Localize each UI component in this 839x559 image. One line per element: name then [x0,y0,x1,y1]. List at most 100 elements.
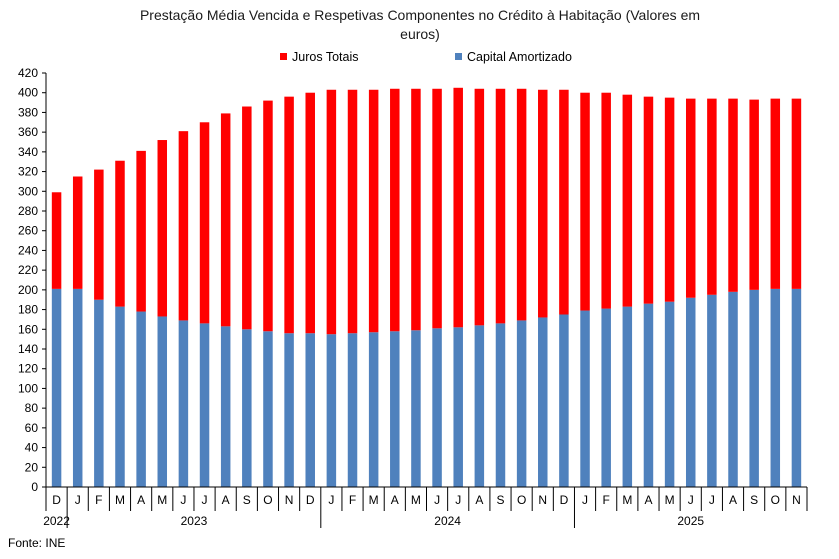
bar-capital-amortizado [72,288,83,487]
bar-juros-totais [432,88,442,329]
bar-capital-amortizado [749,289,759,487]
y-tick-label: 320 [18,165,38,179]
bar-capital-amortizado [580,310,590,487]
bar-capital-amortizado [411,330,421,487]
y-tick-label: 380 [18,105,38,119]
x-tick-label: J [434,493,440,507]
bar-capital-amortizado [94,299,104,487]
x-tick-label: J [202,493,208,507]
bar-juros-totais [749,99,759,290]
x-tick-label: J [455,493,461,507]
x-tick-label: A [391,493,399,507]
bar-juros-totais [643,96,654,304]
x-tick-label: M [115,493,125,507]
x-tick-label: S [750,493,758,507]
x-tick-label: S [496,493,504,507]
bar-capital-amortizado [220,326,231,487]
bar-juros-totais [284,96,294,334]
y-tick-label: 400 [18,86,38,100]
legend: Juros Totais Capital Amortizado [0,50,839,68]
bar-capital-amortizado [326,334,337,487]
bar-juros-totais [220,113,231,327]
y-tick-label: 300 [18,184,38,198]
x-tick-label: M [622,493,632,507]
bar-juros-totais [728,98,738,292]
bar-juros-totais [538,89,548,318]
x-tick-label: M [665,493,675,507]
x-tick-label: N [792,493,801,507]
bar-capital-amortizado [707,294,717,487]
bar-juros-totais [326,89,337,335]
bar-juros-totais [263,100,273,332]
x-tick-label: J [328,493,334,507]
y-tick-label: 0 [31,480,38,494]
year-label: 2022 [43,514,70,528]
bar-juros-totais [199,122,210,324]
bar-juros-totais [347,89,358,334]
bar-capital-amortizado [453,327,463,487]
x-tick-label: F [603,493,610,507]
year-label: 2025 [677,514,704,528]
bar-capital-amortizado [347,333,358,487]
chart-title-line-1: Prestação Média Vencida e Respetivas Com… [139,7,701,23]
legend-item-juros-totais: Juros Totais [280,50,358,64]
bar-juros-totais [474,88,485,326]
bar-juros-totais [411,88,421,331]
bar-juros-totais [791,98,802,289]
bar-capital-amortizado [305,333,315,487]
bar-capital-amortizado [390,331,400,487]
x-tick-label: J [688,493,694,507]
bar-capital-amortizado [51,288,62,487]
y-tick-label: 260 [18,224,38,238]
bar-juros-totais [136,150,146,312]
y-tick-label: 340 [18,145,38,159]
bar-juros-totais [601,92,611,309]
bar-capital-amortizado [516,320,527,487]
x-tick-label: J [180,493,186,507]
y-tick-label: 420 [18,66,38,80]
bar-capital-amortizado [559,314,569,487]
bar-juros-totais [94,169,104,300]
x-tick-label: M [157,493,167,507]
year-label: 2023 [181,514,208,528]
y-tick-label: 20 [25,460,39,474]
legend-swatch-juros-totais [280,53,287,60]
y-tick-label: 80 [25,401,39,415]
bar-juros-totais [72,176,83,289]
x-tick-label: F [349,493,356,507]
bar-juros-totais [707,98,717,295]
bar-capital-amortizado [136,311,146,487]
y-tick-label: 100 [18,381,38,395]
bar-juros-totais [495,88,506,324]
bar-juros-totais [390,88,400,332]
x-tick-label: F [95,493,102,507]
x-tick-label: M [369,493,379,507]
bar-juros-totais [115,160,125,307]
bar-juros-totais [453,87,463,328]
bar-juros-totais [664,97,675,302]
y-tick-label: 200 [18,283,38,297]
y-tick-label: 240 [18,243,38,257]
x-tick-label: D [306,493,315,507]
bar-juros-totais [368,89,379,333]
bar-juros-totais [770,98,781,289]
x-tick-label: J [75,493,81,507]
bar-juros-totais [559,89,569,315]
bar-capital-amortizado [601,308,611,487]
legend-item-capital-amortizado: Capital Amortizado [455,50,572,64]
bar-capital-amortizado [368,332,379,487]
y-tick-label: 220 [18,263,38,277]
y-tick-label: 360 [18,125,38,139]
y-tick-label: 40 [25,441,39,455]
bar-capital-amortizado [685,297,696,487]
x-tick-label: J [582,493,588,507]
bar-capital-amortizado [495,323,506,487]
bar-capital-amortizado [643,303,654,487]
source-note: Fonte: INE [8,536,66,550]
bar-juros-totais [51,192,62,289]
bar-capital-amortizado [770,288,781,487]
y-tick-label: 280 [18,204,38,218]
x-tick-label: M [411,493,421,507]
y-tick-label: 120 [18,362,38,376]
x-tick-label: N [285,493,294,507]
